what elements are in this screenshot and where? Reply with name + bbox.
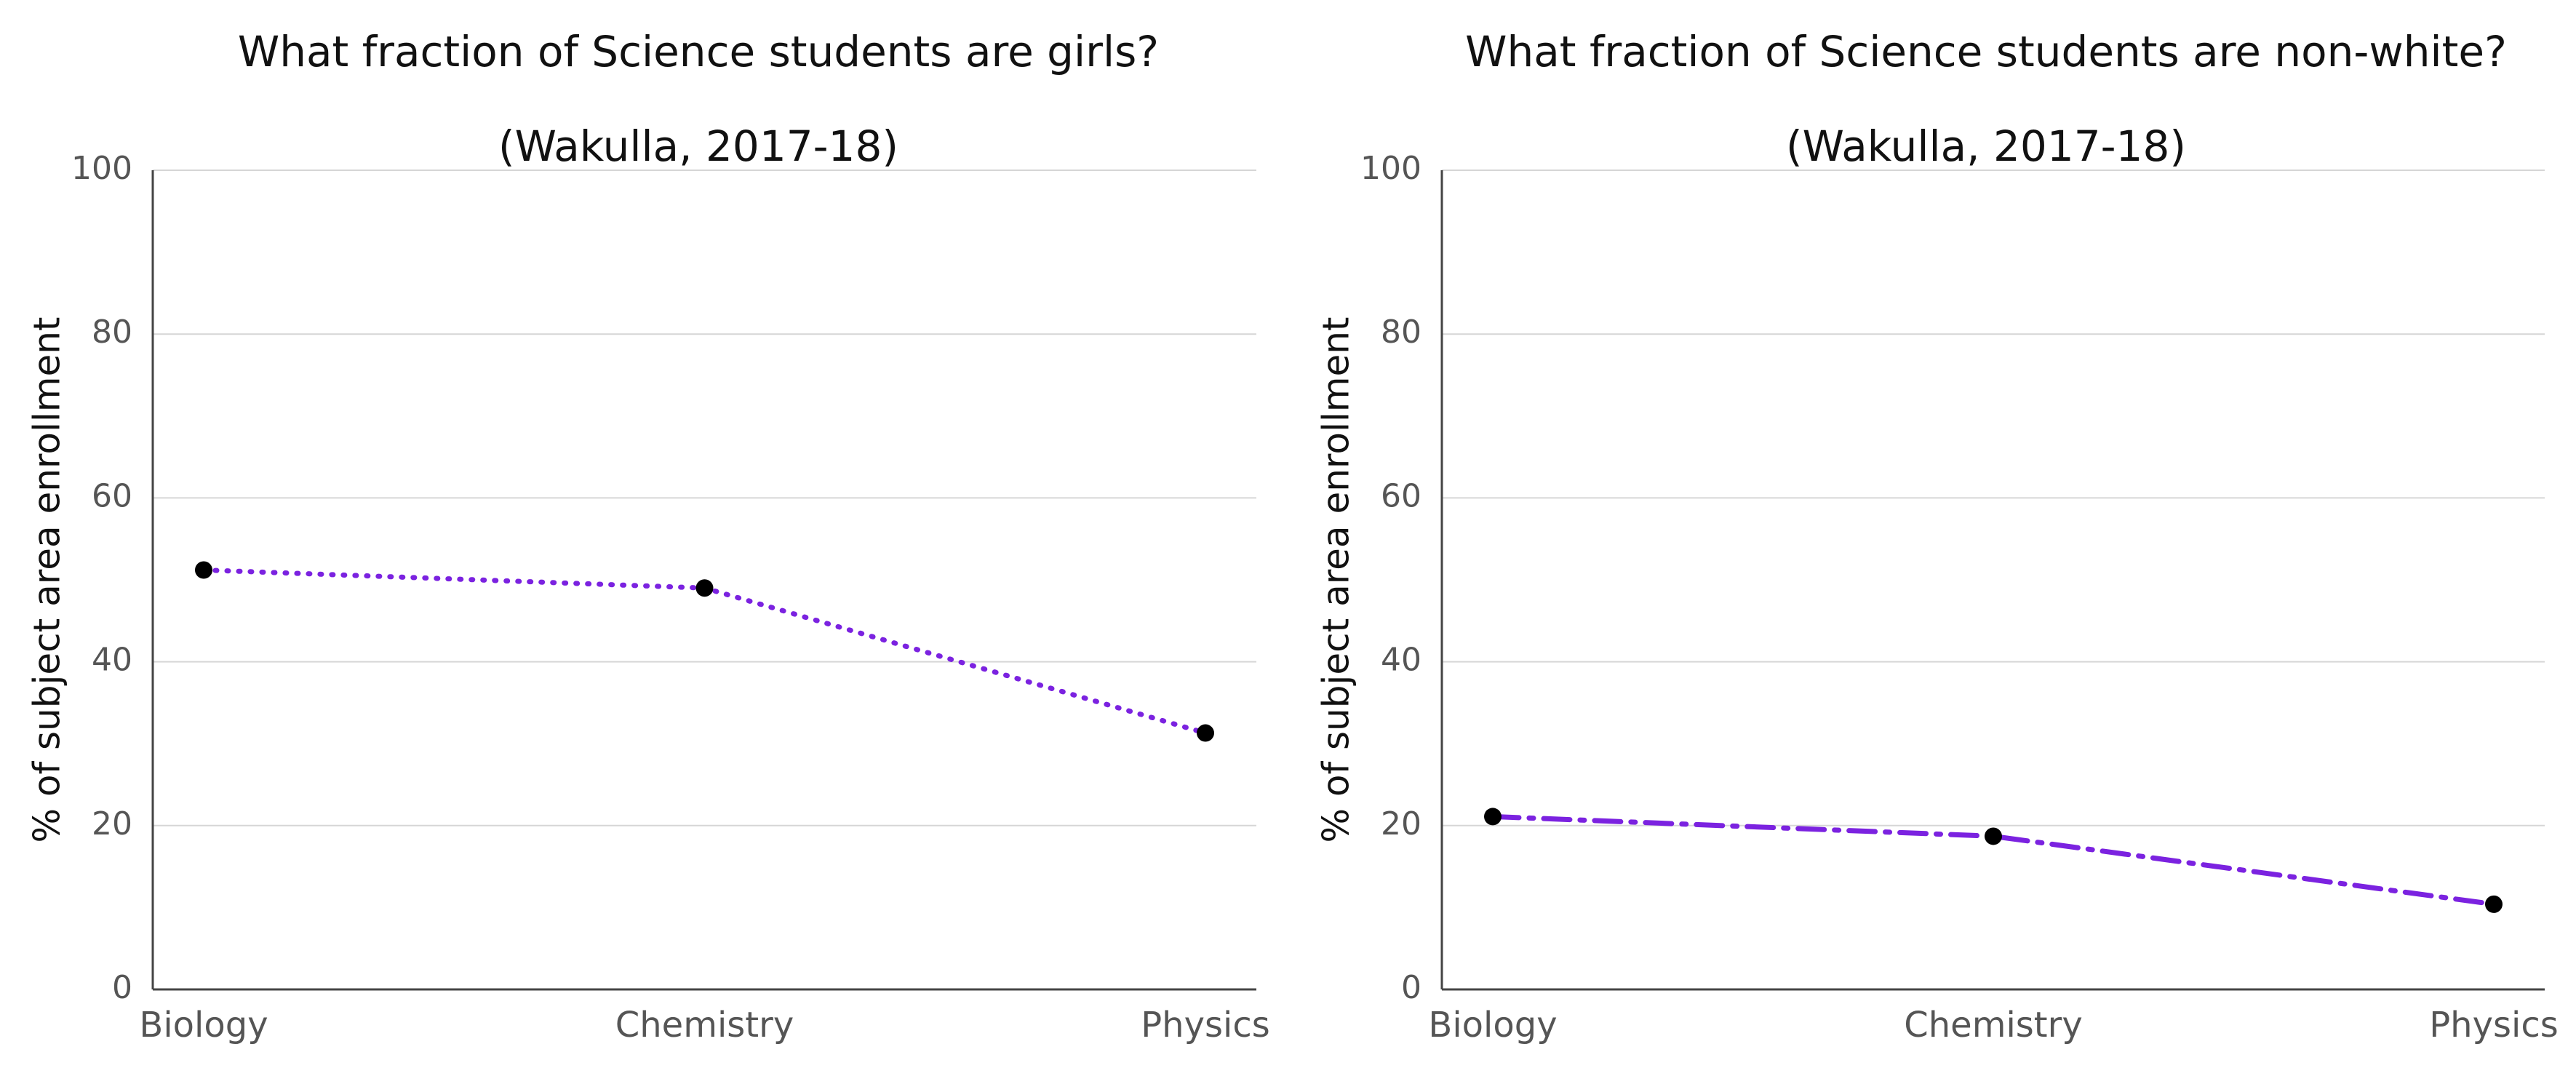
chart-panel-1: What fraction of Science students are gi…	[26, 27, 1270, 1045]
chart-subtitle: (Wakulla, 2017-18)	[1786, 121, 2186, 171]
y-axis-label: % of subject area enrollment	[26, 316, 68, 842]
chart-title: What fraction of Science students are no…	[1465, 27, 2507, 76]
x-tick-label: Chemistry	[1904, 1005, 2083, 1045]
y-tick-label: 40	[92, 642, 132, 679]
y-tick-label: 60	[92, 477, 132, 514]
y-tick-label: 100	[71, 150, 132, 187]
y-tick-label: 20	[92, 805, 132, 842]
x-tick-label: Physics	[1141, 1005, 1270, 1045]
y-axis-label: % of subject area enrollment	[1315, 316, 1357, 842]
data-point	[1197, 724, 1214, 742]
x-tick-label: Biology	[139, 1005, 268, 1045]
y-tick-label: 80	[92, 314, 132, 351]
chart-subtitle: (Wakulla, 2017-18)	[498, 121, 898, 171]
data-point	[695, 579, 714, 597]
x-tick-label: Chemistry	[615, 1005, 794, 1045]
data-point	[1484, 808, 1502, 826]
y-tick-label: 20	[1381, 805, 1421, 842]
y-tick-label: 80	[1381, 314, 1421, 351]
y-tick-label: 60	[1381, 477, 1421, 514]
y-tick-label: 40	[1381, 642, 1421, 679]
x-tick-label: Biology	[1428, 1005, 1557, 1045]
chart-panel-2: What fraction of Science students are no…	[1315, 27, 2559, 1045]
data-point	[195, 561, 212, 579]
data-point	[1985, 827, 2002, 845]
x-tick-label: Physics	[2429, 1005, 2559, 1045]
data-point	[2485, 895, 2503, 913]
y-tick-label: 0	[112, 969, 132, 1006]
y-tick-label: 100	[1360, 150, 1421, 187]
y-tick-label: 0	[1401, 969, 1421, 1006]
chart-title: What fraction of Science students are gi…	[238, 27, 1159, 76]
